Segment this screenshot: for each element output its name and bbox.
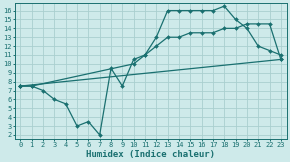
X-axis label: Humidex (Indice chaleur): Humidex (Indice chaleur) [86, 150, 215, 159]
